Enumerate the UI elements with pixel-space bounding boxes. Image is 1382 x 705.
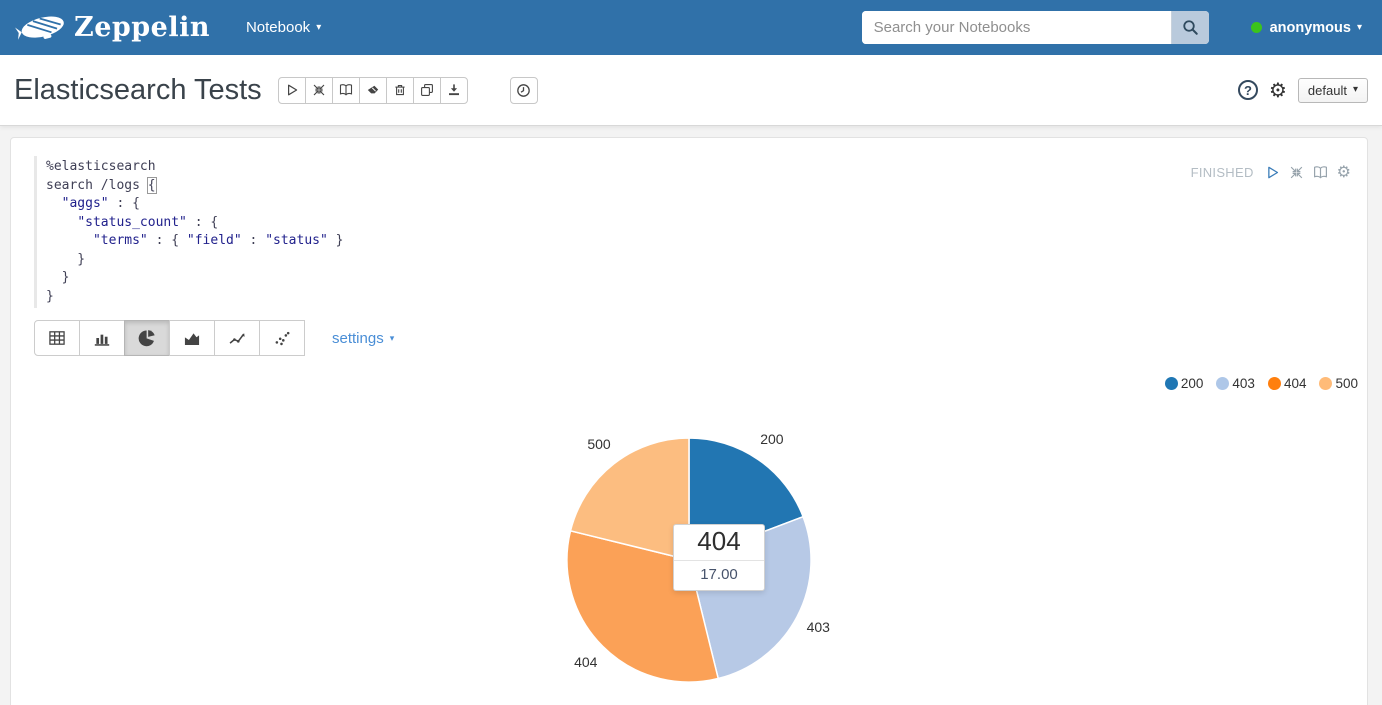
- book-icon: [339, 83, 353, 97]
- paragraph-status: FINISHED: [1190, 164, 1254, 180]
- legend-item-500[interactable]: 500: [1319, 376, 1358, 391]
- pie-slice-label-403: 403: [807, 619, 831, 635]
- caret-down-icon: ▾: [389, 332, 395, 343]
- area-chart-icon: [183, 329, 201, 347]
- caret-down-icon: ▾: [1356, 21, 1362, 33]
- tab-bar-chart[interactable]: [79, 320, 125, 356]
- note-header: Elasticsearch Tests ? ⚙ default ▾: [0, 55, 1382, 126]
- settings-label: settings: [332, 329, 384, 347]
- export-note-button[interactable]: [439, 76, 468, 104]
- note-toolbar: [277, 76, 468, 104]
- clone-note-button[interactable]: [412, 76, 441, 104]
- trash-icon: [393, 83, 407, 97]
- chart-tooltip: 404 17.00: [673, 524, 765, 591]
- run-paragraph-button[interactable]: [1265, 165, 1280, 180]
- clone-icon: [420, 83, 434, 97]
- run-all-button[interactable]: [277, 76, 306, 104]
- tab-scatter-chart[interactable]: [259, 320, 305, 356]
- pie-chart-icon: [138, 329, 156, 347]
- collapse-paragraph-button[interactable]: [1289, 165, 1304, 180]
- download-icon: [447, 83, 461, 97]
- note-body: FINISHED ⚙ %elasticsearch search /logs {…: [0, 126, 1382, 705]
- legend-dot: [1164, 377, 1178, 390]
- legend-label: 500: [1335, 376, 1358, 391]
- user-name: anonymous: [1269, 19, 1351, 36]
- pie-slice-500[interactable]: [569, 437, 690, 561]
- scatter-chart-icon: [273, 329, 291, 347]
- search-icon: [1182, 19, 1199, 36]
- notebook-search: [861, 11, 1209, 44]
- caret-down-icon: ▾: [316, 21, 322, 33]
- search-button[interactable]: [1170, 11, 1209, 44]
- bar-chart-icon: [93, 329, 111, 347]
- tab-table[interactable]: [34, 320, 80, 356]
- eraser-icon: [366, 83, 380, 97]
- tab-area-chart[interactable]: [169, 320, 215, 356]
- zeppelin-brand[interactable]: Zeppelin: [14, 11, 210, 44]
- notebook-menu[interactable]: Notebook ▾: [246, 19, 321, 36]
- legend-label: 403: [1232, 376, 1255, 391]
- clear-output-button[interactable]: [358, 76, 387, 104]
- legend-dot: [1216, 377, 1230, 390]
- caret-down-icon: ▾: [1352, 84, 1358, 95]
- toggle-editor-button[interactable]: [1313, 165, 1328, 180]
- chart-output: 200 403 404 500 200 403 404 500 404 17.00: [11, 364, 1367, 705]
- legend-item-404[interactable]: 404: [1267, 376, 1307, 391]
- zeppelin-logo-icon: [14, 11, 68, 44]
- tab-line-chart[interactable]: [214, 320, 260, 356]
- line-chart-icon: [228, 329, 246, 347]
- chart-legend: 200 403 404 500: [1152, 376, 1358, 391]
- note-title[interactable]: Elasticsearch Tests: [14, 73, 262, 106]
- connection-status-dot: [1250, 22, 1262, 33]
- user-menu[interactable]: anonymous ▾: [1250, 19, 1362, 36]
- legend-label: 200: [1180, 376, 1204, 391]
- question-mark-icon: ?: [1244, 82, 1252, 98]
- play-icon: [1265, 165, 1280, 180]
- legend-dot: [1319, 377, 1333, 390]
- gear-icon: ⚙: [1336, 162, 1351, 181]
- notebook-menu-label: Notebook: [245, 19, 311, 36]
- tab-pie-chart[interactable]: [124, 320, 170, 356]
- clock-icon: [516, 83, 531, 98]
- top-navbar: Zeppelin Notebook ▾ anonymous ▾: [0, 0, 1382, 55]
- pie-slice-label-500: 500: [587, 436, 611, 452]
- compress-icon: [312, 83, 326, 97]
- pie-slice-label-200: 200: [760, 431, 784, 447]
- paragraph-card: FINISHED ⚙ %elasticsearch search /logs {…: [10, 137, 1368, 705]
- pie-slice-label-404: 404: [574, 654, 598, 670]
- collapse-paragraphs-button[interactable]: [304, 76, 333, 104]
- legend-label: 404: [1283, 376, 1307, 391]
- note-settings-button[interactable]: ⚙: [1269, 80, 1287, 100]
- help-button[interactable]: ?: [1237, 80, 1258, 100]
- show-hide-code-button[interactable]: [331, 76, 360, 104]
- paragraph-settings-button[interactable]: ⚙: [1337, 164, 1351, 180]
- brand-name: Zeppelin: [74, 12, 210, 43]
- tooltip-value: 17.00: [700, 566, 738, 583]
- interpreter-label: default: [1307, 82, 1347, 98]
- book-icon: [1313, 165, 1328, 180]
- chart-type-toolbar: settings ▾: [34, 320, 1367, 356]
- compress-icon: [1289, 165, 1304, 180]
- legend-item-200[interactable]: 200: [1164, 376, 1204, 391]
- code-editor[interactable]: %elasticsearch search /logs { "aggs" : {…: [34, 156, 1367, 308]
- legend-dot: [1267, 377, 1281, 390]
- play-icon: [285, 83, 299, 97]
- legend-item-403[interactable]: 403: [1216, 376, 1255, 391]
- gear-icon: ⚙: [1268, 78, 1287, 102]
- delete-note-button[interactable]: [385, 76, 414, 104]
- tooltip-label: 404: [674, 525, 764, 561]
- table-icon: [48, 329, 66, 347]
- interpreter-binding-dropdown[interactable]: default ▾: [1297, 77, 1368, 103]
- chart-settings-toggle[interactable]: settings ▾: [332, 330, 394, 347]
- scheduler-button[interactable]: [509, 76, 538, 104]
- paragraph-controls: FINISHED ⚙: [1191, 164, 1351, 180]
- search-input[interactable]: [861, 11, 1171, 44]
